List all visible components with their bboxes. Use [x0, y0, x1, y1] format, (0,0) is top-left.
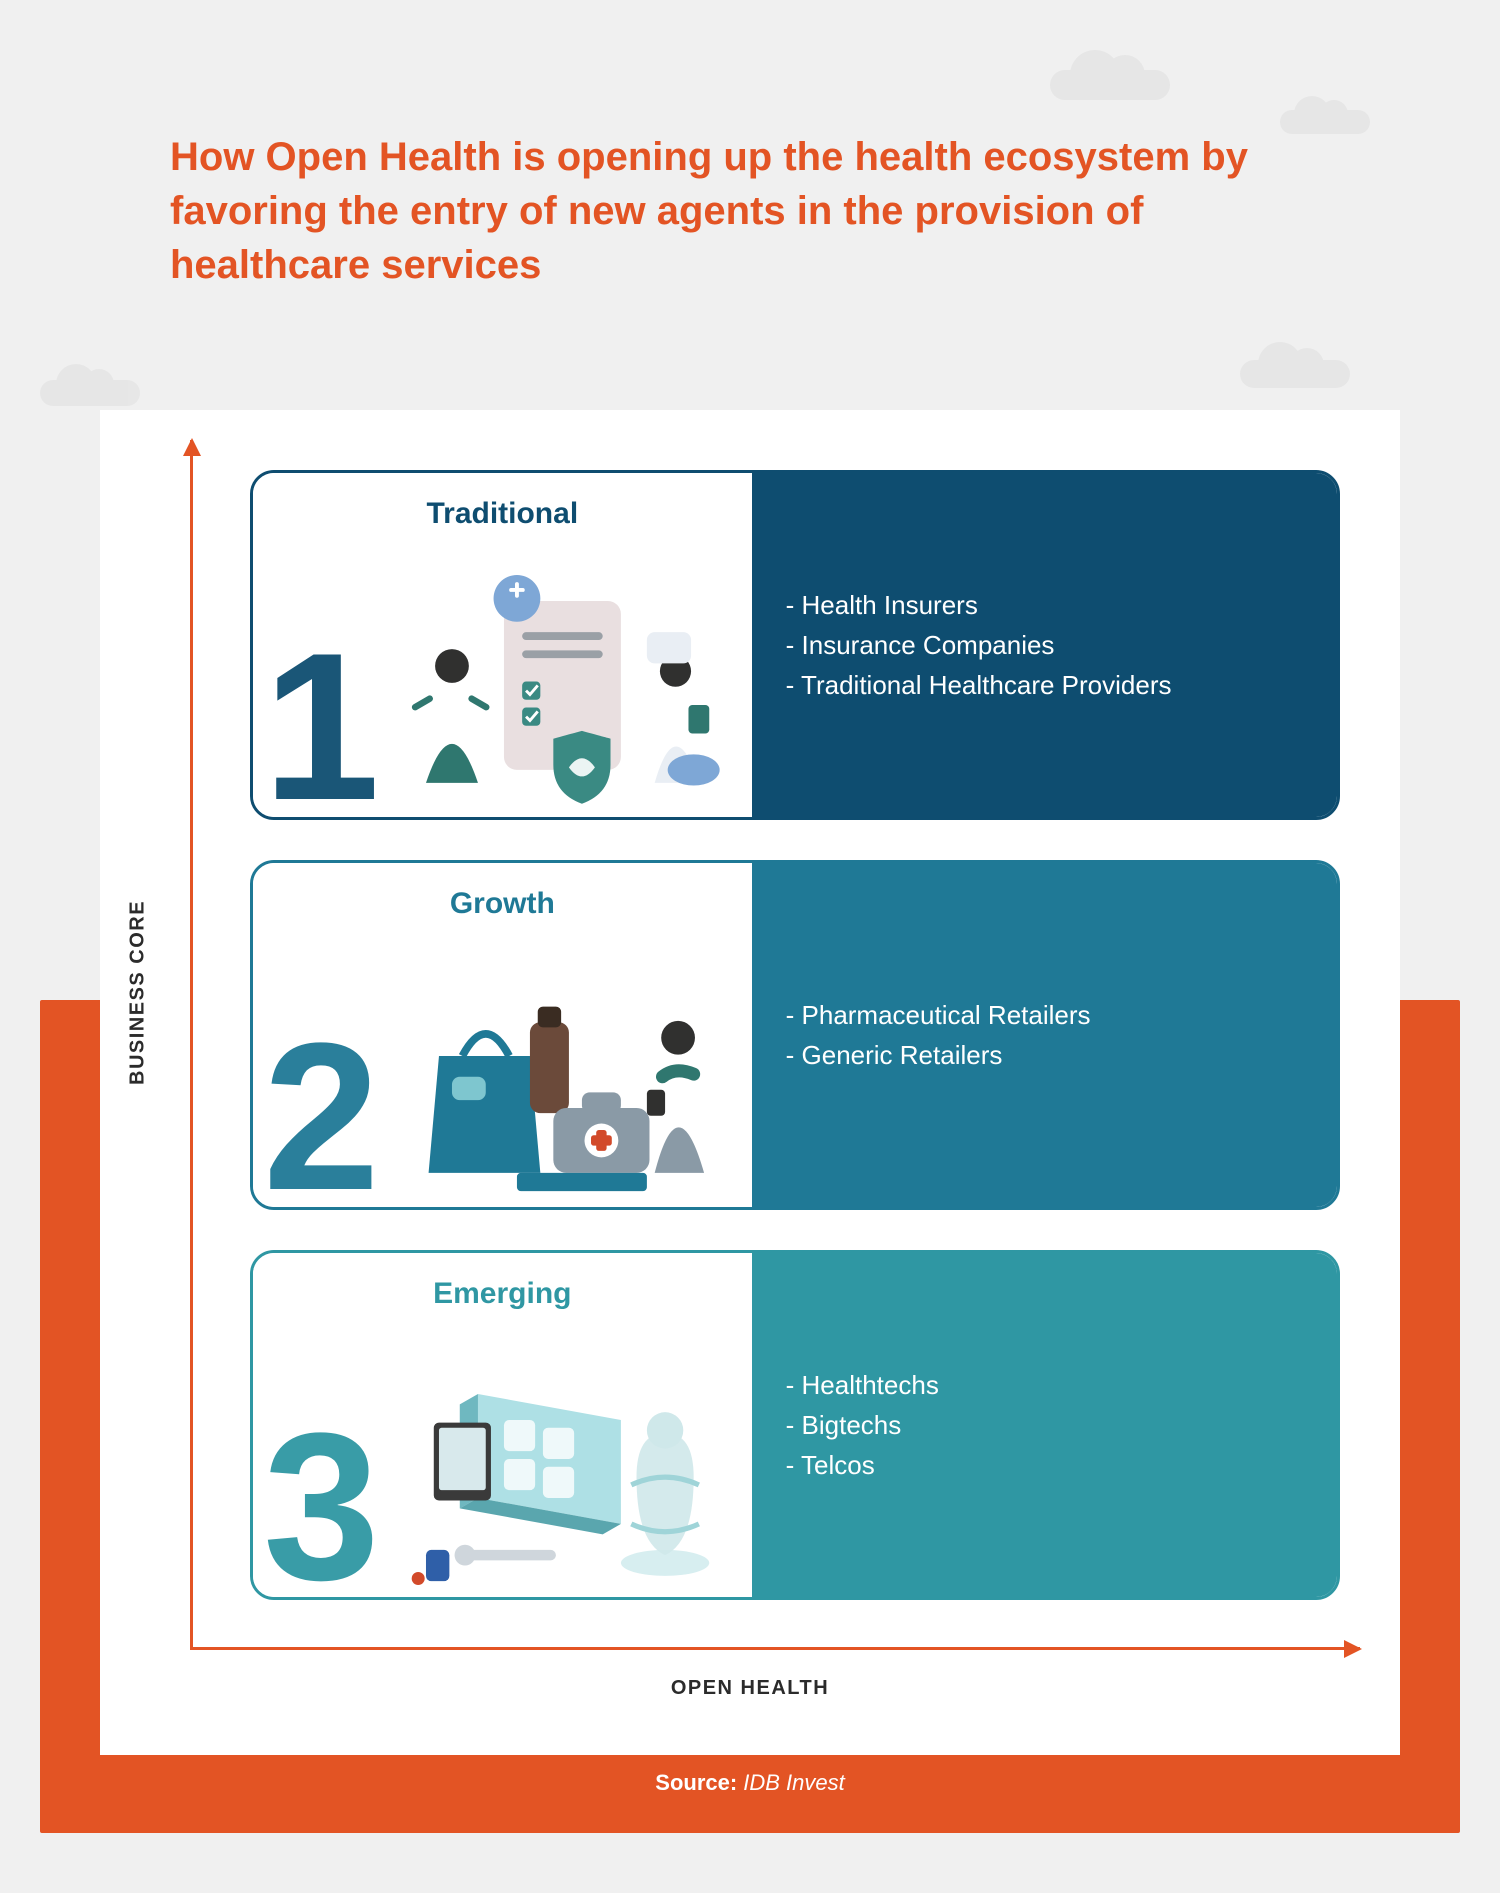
insurance-scene-icon: [373, 575, 740, 809]
cloud-decoration: [40, 380, 140, 406]
bullet-item: Healthtechs: [786, 1365, 939, 1405]
card-title: Traditional: [273, 497, 732, 531]
bullet-list: Pharmaceutical Retailers Generic Retaile…: [786, 995, 1091, 1076]
bullet-list: Health Insurers Insurance Companies Trad…: [786, 585, 1172, 706]
page-title: How Open Health is opening up the health…: [170, 130, 1330, 292]
source-value: IDB Invest: [743, 1770, 844, 1796]
bullet-item: Generic Retailers: [786, 1035, 1091, 1075]
card-emerging: Emerging 3: [250, 1250, 1340, 1600]
source-label: Source:: [655, 1770, 737, 1796]
big-number: 2: [263, 1033, 374, 1201]
bullet-item: Pharmaceutical Retailers: [786, 995, 1091, 1035]
cloud-decoration: [1050, 70, 1170, 100]
big-number: 1: [263, 643, 374, 811]
x-axis: [190, 1647, 1360, 1650]
y-axis: [190, 440, 193, 1650]
bullet-item: Health Insurers: [786, 585, 1172, 625]
card-right: Pharmaceutical Retailers Generic Retaile…: [752, 863, 1337, 1207]
cards-container: Traditional 1: [250, 470, 1340, 1600]
chart-panel: BUSINESS CORE OPEN HEALTH Traditional 1: [100, 410, 1400, 1760]
card-left: Traditional 1: [253, 473, 752, 817]
card-title: Growth: [273, 887, 732, 921]
x-axis-label: OPEN HEALTH: [100, 1677, 1400, 1700]
card-left: Emerging 3: [253, 1253, 752, 1597]
bullet-item: Telcos: [786, 1445, 939, 1485]
y-axis-label: BUSINESS CORE: [127, 900, 150, 1085]
y-axis-arrow-icon: [183, 438, 201, 456]
tech-scene-icon: [373, 1355, 740, 1589]
bullet-item: Bigtechs: [786, 1405, 939, 1445]
card-traditional: Traditional 1: [250, 470, 1340, 820]
card-title: Emerging: [273, 1277, 732, 1311]
card-growth: Growth 2: [250, 860, 1340, 1210]
bullet-item: Insurance Companies: [786, 625, 1172, 665]
card-right: Health Insurers Insurance Companies Trad…: [752, 473, 1337, 817]
source-bar: Source: IDB Invest: [100, 1755, 1400, 1811]
bullet-item: Traditional Healthcare Providers: [786, 665, 1172, 705]
card-left: Growth 2: [253, 863, 752, 1207]
card-right: Healthtechs Bigtechs Telcos: [752, 1253, 1337, 1597]
x-axis-arrow-icon: [1344, 1640, 1362, 1658]
cloud-decoration: [1240, 360, 1350, 388]
bullet-list: Healthtechs Bigtechs Telcos: [786, 1365, 939, 1486]
infographic-canvas: How Open Health is opening up the health…: [0, 0, 1500, 1893]
big-number: 3: [263, 1423, 374, 1591]
retail-scene-icon: [373, 965, 740, 1199]
